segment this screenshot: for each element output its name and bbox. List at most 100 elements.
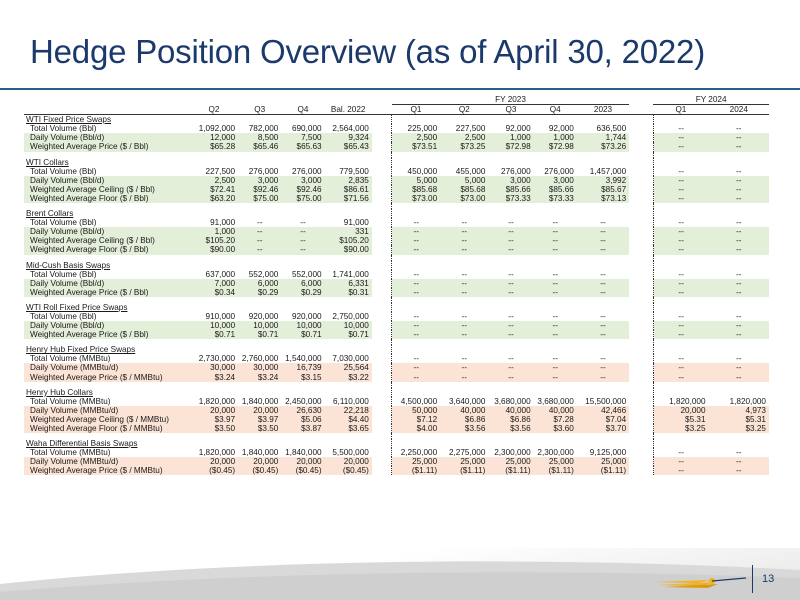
col-header: Q2 <box>189 104 239 116</box>
cell-value: -- <box>600 269 606 279</box>
cell-value: 1,744 <box>576 133 630 143</box>
cell-value: -- <box>552 218 558 228</box>
cell-value: -- <box>652 236 709 246</box>
cell-value: -- <box>508 269 514 279</box>
cell-value: -- <box>533 321 577 331</box>
col-header: 2024 <box>708 104 769 116</box>
cell-value: -- <box>552 354 558 364</box>
table-row: Daily Volume (MMBtu/d) 20,000 20,000 26,630… <box>24 405 769 415</box>
cell-value: $0.29 <box>281 287 325 297</box>
cell-value: -- <box>652 166 709 176</box>
cell-value: -- <box>576 330 630 340</box>
table-row: Weighted Average Ceiling ($ / Bbl) $105.2… <box>24 236 769 246</box>
cell-value: 4,500,000 <box>391 396 441 406</box>
cell-value: $6.86 <box>440 414 489 424</box>
year-header-row: FY 2023 FY 2024 <box>24 95 769 106</box>
cell-value: 20,000 <box>189 457 239 467</box>
cell-value: 40,000 <box>488 405 534 415</box>
cell-value: 26,630 <box>281 405 325 415</box>
col-header: Q1 <box>653 104 709 116</box>
cell-value: 331 <box>324 227 372 237</box>
row-label: Daily Volume (Bbl/d) <box>24 321 190 331</box>
section-spacer <box>24 203 769 210</box>
cell-value: -- <box>461 269 467 279</box>
cell-value: $3.24 <box>189 372 239 382</box>
cell-value: -- <box>533 278 577 288</box>
cell-value: -- <box>391 311 441 322</box>
col-header: Q2 <box>440 104 489 116</box>
row-label: Total Volume (Bbl) <box>30 124 97 134</box>
cell-value: -- <box>708 175 769 185</box>
table-row: Daily Volume (Bbl/d) 1,000 -- -- 331 -- -- -- --… <box>24 227 769 237</box>
table-row: Total Volume (MMBtu) 1,820,000 1,840,000 1,… <box>24 448 769 458</box>
cell-value: $73.25 <box>440 142 489 152</box>
cell-value: -- <box>533 236 577 246</box>
cell-value: $3.56 <box>488 424 534 434</box>
cell-value: 690,000 <box>291 124 322 134</box>
section-header-row: Waha Differential Basis Swaps <box>24 439 769 449</box>
cell-value: $72.98 <box>488 142 534 152</box>
row-label: Total Volume (Bbl) <box>30 269 97 279</box>
cell-value: -- <box>461 311 467 321</box>
cell-value: -- <box>736 448 742 458</box>
cell-value: 920,000 <box>291 311 322 321</box>
section-title: Brent Collars <box>26 209 74 219</box>
cell-value: -- <box>533 372 577 382</box>
cell-value: $3.24 <box>238 372 282 382</box>
cell-value: $73.51 <box>391 142 441 152</box>
table-row: Total Volume (Bbl) 910,000 920,000 920,000 2… <box>24 311 769 322</box>
cell-value: 10,000 <box>324 321 372 331</box>
cell-value: 227,500 <box>455 124 486 134</box>
row-label: Weighted Average Ceiling ($ / Bbl) <box>24 184 190 194</box>
cell-value: 3,680,000 <box>537 396 574 406</box>
table-row: Daily Volume (Bbl/d) 10,000 10,000 10,000 10… <box>24 321 769 331</box>
cell-value: -- <box>391 227 441 237</box>
company-logo-icon <box>654 577 747 588</box>
cell-value: $65.28 <box>189 142 239 152</box>
cell-value: -- <box>257 218 263 228</box>
cell-value: -- <box>652 330 709 340</box>
cell-value: $90.00 <box>189 245 239 255</box>
section-spacer <box>24 151 769 158</box>
cell-value: 1,840,000 <box>241 396 279 406</box>
table-row: Weighted Average Price ($ / Bbl) $65.28 $6… <box>24 142 769 152</box>
cell-value: -- <box>488 330 534 340</box>
row-label: Total Volume (Bbl) <box>30 218 97 228</box>
cell-value: $3.60 <box>533 424 577 434</box>
cell-value: -- <box>440 321 489 331</box>
table-row: Total Volume (Bbl) 637,000 552,000 552,000 1… <box>24 269 769 279</box>
cell-value: ($1.11) <box>488 466 534 476</box>
cell-value: -- <box>576 287 630 297</box>
cell-value: 637,000 <box>205 269 236 279</box>
cell-value: 2,835 <box>324 175 372 185</box>
cell-value: $3.65 <box>324 424 372 434</box>
cell-value: $0.71 <box>324 330 372 340</box>
row-label: Weighted Average Ceiling ($ / MMBtu) <box>24 414 190 424</box>
fy2023-header: FY 2023 <box>391 95 630 106</box>
cell-value: -- <box>652 363 709 373</box>
cell-value: -- <box>652 184 709 194</box>
table-row: Weighted Average Price ($ / Bbl) $0.71 $0.… <box>24 330 769 340</box>
cell-value: -- <box>552 311 558 321</box>
cell-value: -- <box>708 227 769 237</box>
cell-value: 25,000 <box>576 457 630 467</box>
cell-value: $6.86 <box>488 414 534 424</box>
page-number: 13 <box>762 573 775 585</box>
cell-value: 276,000 <box>544 166 574 176</box>
cell-value: -- <box>488 363 534 373</box>
row-label: Weighted Average Ceiling ($ / Bbl) <box>24 236 190 246</box>
cell-value: -- <box>391 218 441 228</box>
cell-value: ($1.11) <box>533 466 577 476</box>
cell-value: 782,000 <box>248 124 279 134</box>
cell-value: -- <box>652 457 709 467</box>
section-title: WTI Collars <box>26 157 69 167</box>
cell-value: 91,000 <box>210 218 236 228</box>
cell-value: -- <box>440 278 489 288</box>
row-label: Daily Volume (Bbl/d) <box>24 175 190 185</box>
col-header: Q4 <box>533 104 577 116</box>
row-label: Daily Volume (Bbl/d) <box>24 133 190 143</box>
cell-value: $5.06 <box>281 414 325 424</box>
cell-value: $7.04 <box>576 414 630 424</box>
cell-value: -- <box>652 175 709 185</box>
row-label: Total Volume (Bbl) <box>30 311 97 321</box>
